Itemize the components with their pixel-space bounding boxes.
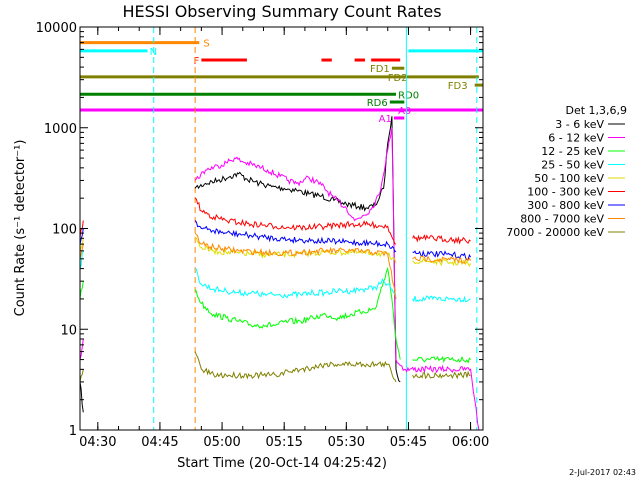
legend-label-4: 50 - 100 keV <box>534 172 604 185</box>
instrument-flags: SNFFD1FD2FD3RD0RD6A0A1 <box>80 39 483 125</box>
legend-label-3: 25 - 50 keV <box>541 159 604 172</box>
legend-label-6: 300 - 800 keV <box>527 199 604 212</box>
y-axis-ticks: 1 10 100 1000 10000 <box>36 21 483 439</box>
legend-title: Det 1,3,6,9 <box>565 104 627 117</box>
flag-label-a1: A1 <box>379 114 392 125</box>
flag-label-fd1: FD1 <box>370 64 390 75</box>
y-tick-label-2: 100 <box>52 223 77 238</box>
x-tick-label-6: 06:00 <box>452 435 489 450</box>
x-axis-label: Start Time (20-Oct-14 04:25:42) <box>177 456 387 471</box>
series-line-3 <box>79 250 471 303</box>
plot-frame <box>79 26 484 431</box>
y-tick-label-3: 1000 <box>44 122 77 137</box>
legend-label-0: 3 - 6 keV <box>555 118 604 131</box>
y-tick-label-1: 10 <box>60 323 77 338</box>
y-axis-label: Count Rate (s⁻¹ detector⁻¹) <box>13 140 28 317</box>
y-tick-label-0: 1 <box>69 424 77 439</box>
flag-label-s: S <box>203 39 209 50</box>
x-tick-label-1: 04:45 <box>141 435 178 450</box>
series-line-7 <box>79 232 472 299</box>
legend-label-8: 7000 - 20000 keV <box>506 226 604 239</box>
series-line-2 <box>79 266 471 364</box>
chart-title: HESSI Observing Summary Count Rates <box>122 2 441 21</box>
series-lines <box>79 116 480 431</box>
series-line-5 <box>79 197 471 245</box>
series-line-8 <box>79 351 471 383</box>
legend-label-5: 100 - 300 keV <box>527 186 604 199</box>
x-tick-label-3: 05:15 <box>265 435 302 450</box>
x-tick-label-5: 05:45 <box>390 435 427 450</box>
series-line-4 <box>79 237 472 267</box>
flag-label-fd2: FD2 <box>388 73 408 84</box>
flag-label-f: F <box>194 56 200 67</box>
legend-label-1: 6 - 12 keV <box>548 132 604 145</box>
series-line-1 <box>79 127 480 431</box>
x-tick-label-4: 05:30 <box>328 435 365 450</box>
x-axis-ticks: 04:30 04:45 05:00 05:15 05:30 05:45 06:00 <box>79 27 489 450</box>
legend-label-2: 12 - 25 keV <box>541 145 604 158</box>
x-tick-label-2: 05:00 <box>203 435 240 450</box>
x-tick-label-0: 04:30 <box>79 435 116 450</box>
flag-label-fd3: FD3 <box>448 81 468 92</box>
flag-label-rd6: RD6 <box>367 98 388 109</box>
y-tick-label-4: 10000 <box>36 21 77 36</box>
flag-label-rd0: RD0 <box>398 90 419 101</box>
flag-label-a0: A0 <box>398 106 411 117</box>
series-line-0 <box>79 116 401 413</box>
timestamp: 2-Jul-2017 02:43 <box>569 468 636 477</box>
legend-label-7: 800 - 7000 keV <box>520 213 604 226</box>
